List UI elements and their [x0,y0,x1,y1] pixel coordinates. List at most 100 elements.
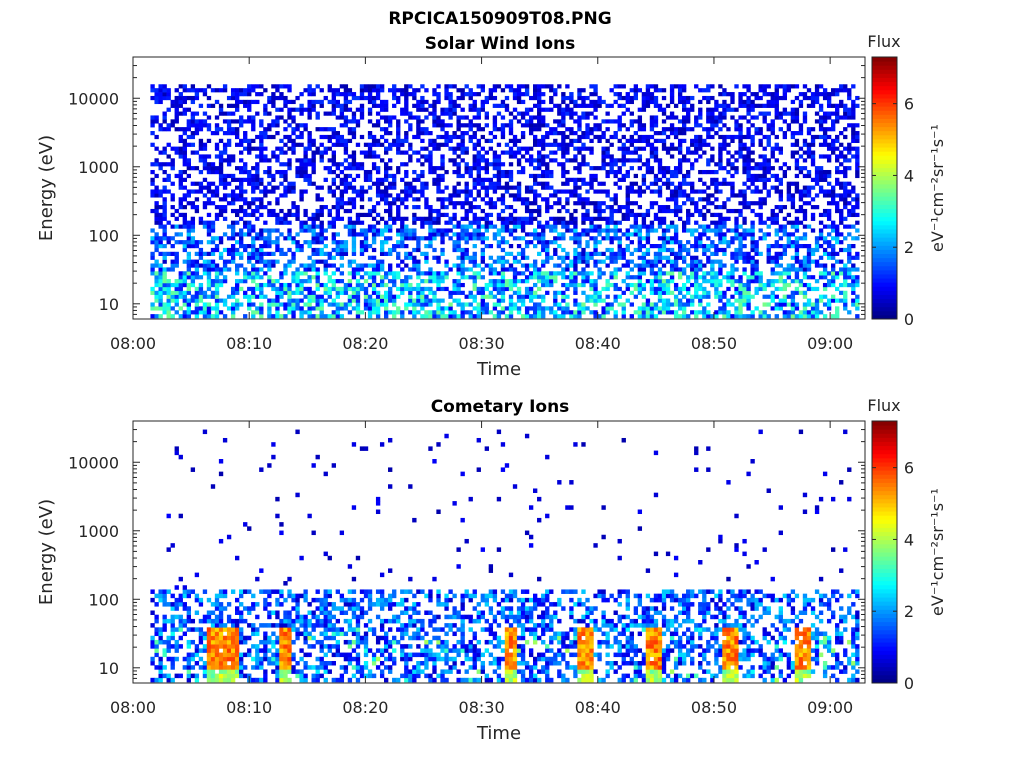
heatmap-cell [613,131,618,136]
heatmap-cell [722,294,727,299]
heatmap-cell [581,205,586,210]
heatmap-cell [577,282,582,288]
heatmap-cell [170,259,175,264]
heatmap-cell [722,224,727,229]
heatmap-cell [686,279,691,284]
heatmap-cell [476,181,481,186]
heatmap-cell [291,146,296,151]
heatmap-cell [456,247,461,253]
heatmap-cell [307,115,312,120]
heatmap-cell [235,302,240,307]
heatmap-cell [190,142,196,147]
heatmap-cell [440,228,445,233]
heatmap-cell [754,263,759,268]
heatmap-cell [605,306,610,311]
heatmap-cell [649,154,655,159]
heatmap-cell [456,134,461,140]
heatmap-cell [669,251,675,256]
heatmap-cell [230,247,236,253]
heatmap-cell [444,88,449,93]
heatmap-cell [677,251,683,256]
heatmap-cell [347,119,353,124]
heatmap-cell [178,99,183,105]
heatmap-cell [400,240,405,245]
heatmap-cell [738,236,743,241]
heatmap-cell [448,294,453,299]
heatmap-cell [259,119,264,124]
heatmap-cell [577,251,582,256]
heatmap-cell [561,92,566,97]
heatmap-cell [665,224,671,229]
heatmap-cell [545,271,550,276]
heatmap-cell [581,282,586,288]
heatmap-cell [210,247,216,253]
heatmap-cell [633,189,639,194]
heatmap-cell [202,302,208,307]
heatmap-cell [267,306,272,311]
heatmap-cell [516,169,522,175]
heatmap-cell [734,279,739,284]
heatmap-cell [162,162,167,167]
heatmap-cell [355,286,361,292]
heatmap-cell [541,224,546,229]
heatmap-cell [251,224,256,229]
heatmap-cell [452,150,457,155]
heatmap-cell [392,177,397,182]
heatmap-cell [295,282,300,288]
heatmap-cell [774,232,779,237]
heatmap-cell [617,286,622,292]
heatmap-cell [766,302,771,307]
heatmap-cell [742,294,747,299]
heatmap-cell [436,115,441,120]
heatmap-cell [375,228,381,233]
heatmap-cell [271,251,276,256]
heatmap-cell [186,255,191,260]
heatmap-cell [299,193,304,198]
heatmap-cell [613,99,618,105]
heatmap-cell [746,255,751,260]
heatmap-cell [194,294,200,299]
heatmap-cell [295,232,300,237]
heatmap-cell [428,298,433,303]
heatmap-cell [718,216,723,221]
heatmap-cell [400,314,405,319]
heatmap-cell [287,259,292,264]
heatmap-cell [263,228,268,233]
heatmap-cell [549,271,554,276]
heatmap-cell [424,107,429,112]
heatmap-cell [404,279,409,284]
heatmap-cell [388,267,393,272]
heatmap-cell [573,193,578,198]
heatmap-cell [625,216,630,221]
heatmap-cell [311,169,316,175]
heatmap-cell [198,298,204,303]
heatmap-cell [629,111,634,116]
heatmap-cell [295,158,300,163]
heatmap-cell [158,286,163,292]
heatmap-cell [484,310,489,315]
heatmap-cell [255,306,260,311]
heatmap-cell [577,123,582,128]
heatmap-cell [690,302,695,307]
heatmap-cell [758,310,763,315]
heatmap-cell [762,92,767,97]
heatmap-cell [404,275,409,280]
heatmap-cell [565,142,570,147]
heatmap-cell [448,236,453,241]
heatmap-cell [738,247,743,253]
heatmap-cell [178,240,183,245]
heatmap-cell [396,263,401,268]
heatmap-cell [742,201,747,206]
heatmap-cell [384,251,389,256]
heatmap-cell [524,201,530,206]
heatmap-cell [504,107,510,112]
heatmap-cell [770,154,775,159]
heatmap-cell [444,275,449,280]
heatmap-cell [561,236,566,241]
heatmap-cell [585,294,590,299]
heatmap-cell [545,282,550,288]
heatmap-cell [162,88,167,93]
heatmap-cell [645,208,651,214]
heatmap-cell [589,310,594,315]
heatmap-cell [541,169,546,175]
